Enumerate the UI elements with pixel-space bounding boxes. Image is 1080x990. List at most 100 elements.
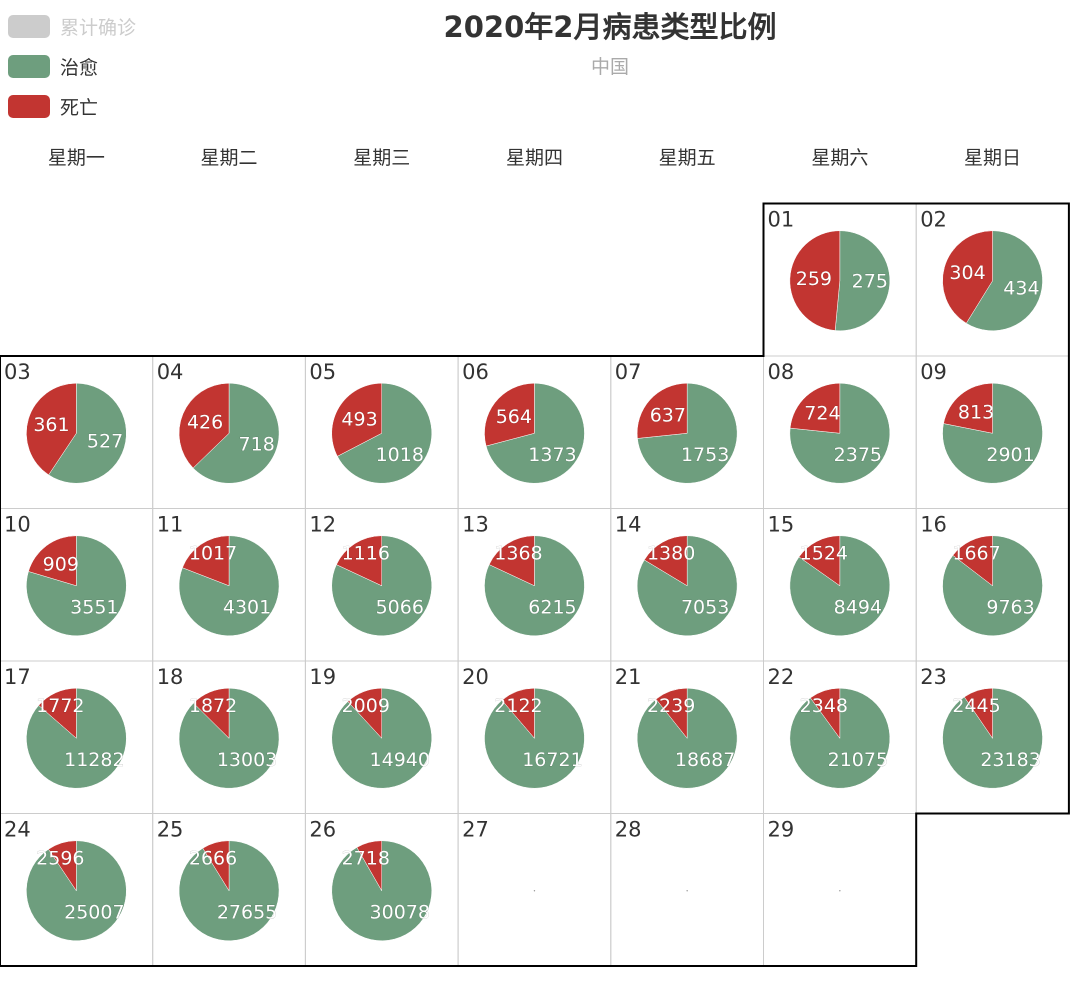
- day-number: 21: [615, 665, 642, 689]
- pie-label-recovered: 27655: [217, 901, 277, 923]
- legend-label-recovered: 治愈: [60, 56, 99, 79]
- pie-slice-dead: [952, 535, 993, 587]
- day-number: 29: [768, 818, 795, 842]
- pie-label-dead: 304: [949, 262, 985, 284]
- pie-label-dead: 564: [496, 406, 532, 428]
- day-number: 05: [309, 360, 336, 384]
- pie-label-dead: 2348: [800, 695, 848, 717]
- pie-label-recovered: 718: [239, 433, 275, 455]
- legend-swatch-recovered: [8, 54, 50, 78]
- weekday-label: 星期日: [964, 147, 1021, 169]
- weekday-label: 星期二: [201, 147, 258, 169]
- pie-slice-dead: [331, 382, 382, 457]
- pie-label-dead: 2666: [189, 847, 237, 869]
- legend-swatch-confirmed: [8, 14, 50, 38]
- pie-label-dead: 2596: [36, 847, 84, 869]
- pie-slice-dead: [26, 382, 77, 476]
- day-number: 18: [157, 665, 184, 689]
- pie-label-recovered: 8494: [834, 596, 882, 618]
- pie-slice-dead: [336, 535, 382, 587]
- pie-label-recovered: 9763: [986, 596, 1034, 618]
- pie-label-recovered: 1373: [528, 444, 576, 466]
- pie-slice-recovered: [485, 382, 585, 484]
- day-number: 26: [309, 818, 336, 842]
- pie-slice-recovered: [965, 230, 1043, 331]
- day-number: 25: [157, 818, 184, 842]
- day-number: 04: [157, 360, 184, 384]
- pie-slice-recovered: [192, 382, 280, 484]
- day-number: 28: [615, 818, 642, 842]
- pie-label-dead: 1772: [36, 695, 84, 717]
- pie-label-recovered: 1018: [376, 444, 424, 466]
- pie-slice-recovered: [789, 382, 891, 484]
- day-number: 23: [920, 665, 947, 689]
- pie-label-recovered: 6215: [528, 596, 576, 618]
- chart-legend: 累计确诊 治愈 死亡: [8, 6, 136, 126]
- pie-label-recovered: 18687: [675, 749, 735, 771]
- legend-item-dead[interactable]: 死亡: [8, 86, 136, 126]
- pie-slice-dead: [28, 535, 77, 587]
- pie-label-recovered: 2901: [986, 444, 1034, 466]
- day-number: 09: [920, 360, 947, 384]
- pie-label-recovered: 11282: [64, 749, 124, 771]
- pie-slice-recovered: [834, 230, 891, 331]
- day-number: 02: [920, 208, 947, 232]
- day-number: 27: [462, 818, 489, 842]
- pie-label-dead: 1524: [800, 542, 848, 564]
- pie-slice-dead: [789, 382, 841, 434]
- legend-item-confirmed[interactable]: 累计确诊: [8, 6, 136, 46]
- pie-slice-dead: [810, 687, 841, 740]
- day-number: 12: [309, 513, 336, 537]
- pie-slice-dead: [178, 382, 230, 469]
- legend-swatch-dead: [8, 94, 50, 118]
- weekday-label: 星期一: [48, 147, 105, 169]
- legend-item-recovered[interactable]: 治愈: [8, 46, 136, 86]
- pie-label-dead: 2718: [342, 847, 390, 869]
- day-number: 01: [768, 208, 795, 232]
- pie-label-recovered: 25007: [64, 901, 124, 923]
- pie-label-dead: 813: [958, 402, 994, 424]
- day-number: 14: [615, 513, 642, 537]
- pie-label-dead: 1116: [342, 542, 390, 564]
- legend-label-confirmed: 累计确诊: [60, 16, 137, 39]
- pie-label-dead: 493: [341, 408, 377, 430]
- pie-slice-dead: [943, 382, 993, 434]
- empty-pie-dot: [533, 890, 536, 892]
- pie-slice-dead: [48, 840, 77, 892]
- pie-label-dead: 1380: [647, 542, 695, 564]
- weekday-label: 星期四: [506, 147, 563, 169]
- day-number: 15: [768, 513, 795, 537]
- pie-label-dead: 724: [804, 402, 840, 424]
- pie-label-recovered: 7053: [681, 596, 729, 618]
- pie-slice-dead: [963, 687, 993, 740]
- day-number: 19: [309, 665, 336, 689]
- day-number: 24: [4, 818, 31, 842]
- pie-slice-dead: [942, 230, 993, 324]
- month-border: [0, 202, 1070, 967]
- day-number: 13: [462, 513, 489, 537]
- legend-label-dead: 死亡: [60, 96, 99, 119]
- pie-slice-dead: [655, 687, 688, 739]
- pie-label-dead: 1368: [494, 542, 542, 564]
- pie-label-dead: 2009: [342, 695, 390, 717]
- pie-slice-dead: [501, 687, 535, 739]
- pie-slice-dead: [484, 382, 535, 447]
- day-number: 11: [157, 513, 184, 537]
- day-number: 10: [4, 513, 31, 537]
- chart-subtitle: 中国: [590, 56, 629, 78]
- pie-slice-dead: [643, 535, 688, 587]
- pie-label-recovered: 275: [852, 271, 888, 293]
- pie-label-recovered: 1753: [681, 444, 729, 466]
- weekday-label: 星期五: [659, 147, 716, 169]
- day-number: 16: [920, 513, 947, 537]
- empty-pie-dot: [839, 890, 841, 892]
- pie-slice-dead: [202, 840, 230, 892]
- weekday-label: 星期六: [811, 147, 868, 169]
- pie-label-recovered: 2375: [834, 444, 882, 466]
- pie-slice-dead: [347, 687, 382, 739]
- pie-slice-dead: [798, 535, 841, 587]
- pie-label-dead: 1872: [189, 695, 237, 717]
- pie-label-dead: 2239: [647, 695, 695, 717]
- pie-slice-recovered: [48, 382, 127, 484]
